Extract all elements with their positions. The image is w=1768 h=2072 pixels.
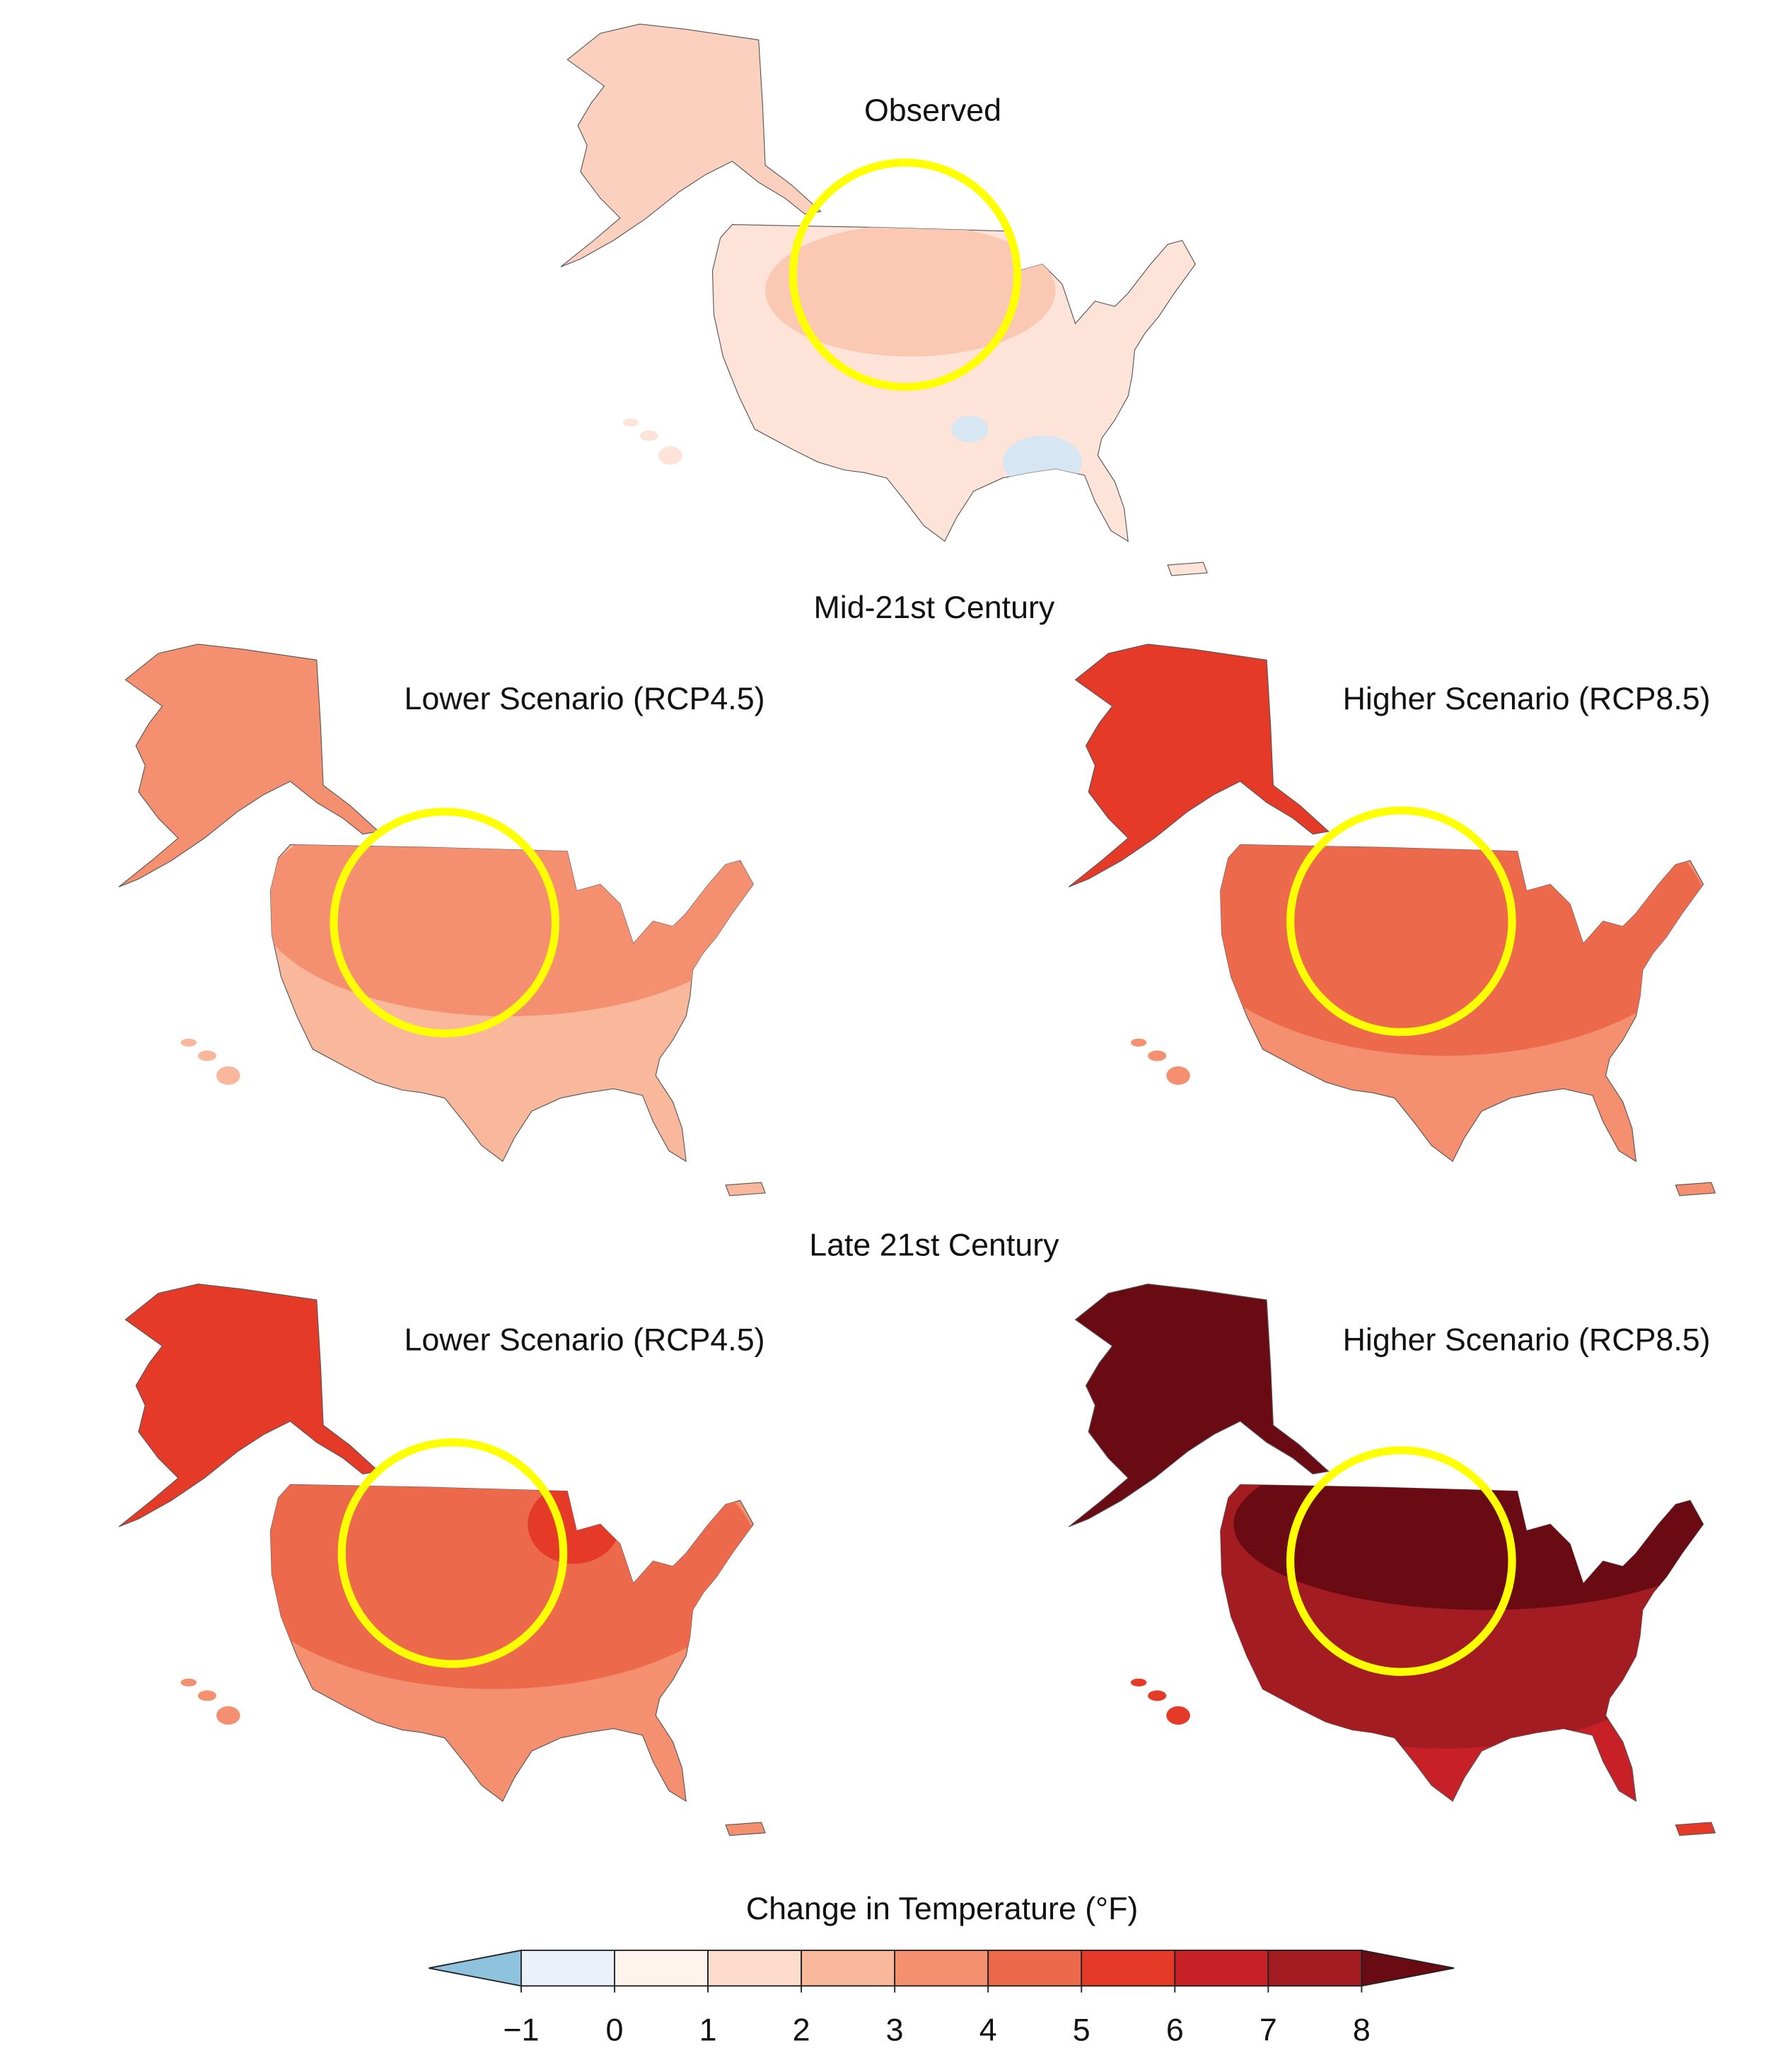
- colorbar-bin: [707, 1949, 803, 1987]
- panel-title: Lower Scenario (RCP4.5): [404, 681, 764, 716]
- colorbar-bin: [894, 1949, 989, 1987]
- colorbar-tick-label: −1: [503, 2012, 539, 2047]
- colorbar-tick-label: 3: [886, 2012, 904, 2047]
- colorbar-extend-high: [1361, 1949, 1455, 1987]
- map-late-lower: [117, 1283, 767, 1837]
- panel-title: Higher Scenario (RCP8.5): [1343, 681, 1711, 716]
- highlight-circle: [330, 808, 560, 1037]
- colorbar-tick-label: 0: [606, 2012, 624, 2047]
- highlight-circle: [1286, 806, 1516, 1037]
- highlight-circle: [337, 1438, 568, 1668]
- map-observed: Observed: [559, 23, 1209, 576]
- colorbar-extend-low: [429, 1949, 522, 1987]
- colorbar-bin: [520, 1949, 615, 1987]
- panel-title: Higher Scenario (RCP8.5): [1343, 1322, 1711, 1358]
- map-late-higher: [1068, 1283, 1716, 1837]
- colorbar-bin: [801, 1949, 896, 1987]
- colorbar-tick-label: 6: [1166, 2012, 1184, 2047]
- colorbar-title: Change in Temperature (°F): [746, 1891, 1139, 1926]
- panel-title: Observed: [864, 93, 1001, 128]
- colorbar-bin: [1081, 1949, 1176, 1987]
- section-title: Late 21st Century: [809, 1227, 1059, 1262]
- colorbar-bin: [987, 1949, 1083, 1987]
- colorbar-bin: [1174, 1949, 1269, 1987]
- panel-title: Lower Scenario (RCP4.5): [404, 1322, 764, 1358]
- highlight-circle: [789, 158, 1022, 391]
- colorbar-tick-label: 1: [699, 2012, 717, 2047]
- colorbar-tick-label: 7: [1260, 2012, 1277, 2047]
- colorbar-tick-label: 2: [793, 2012, 810, 2047]
- colorbar-tick-label: 4: [979, 2012, 997, 2047]
- colorbar-bin: [1267, 1949, 1363, 1987]
- highlight-circle: [1286, 1446, 1516, 1676]
- map-mid-lower: [117, 643, 767, 1197]
- colorbar-bin: [614, 1949, 709, 1987]
- map-mid-higher: [1068, 643, 1716, 1197]
- colorbar-tick-label: 5: [1073, 2012, 1091, 2047]
- section-title: Mid-21st Century: [813, 590, 1054, 625]
- colorbar-tick-label: 8: [1353, 2012, 1371, 2047]
- colorbar: −1 0 1 2 3 4 5 6 7 8: [429, 1949, 1455, 2047]
